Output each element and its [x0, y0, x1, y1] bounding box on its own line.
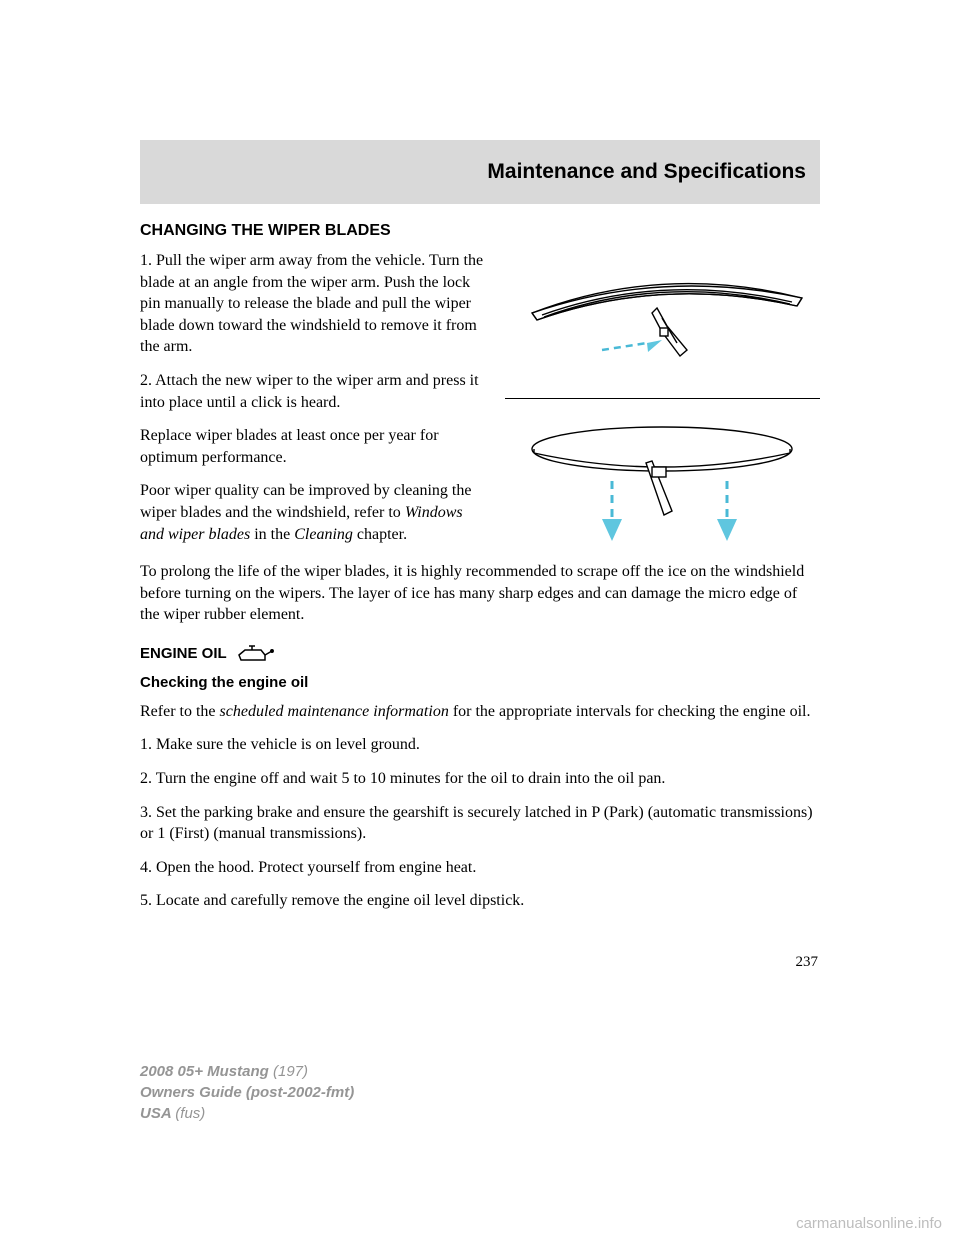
footer-block: 2008 05+ Mustang (197) Owners Guide (pos…	[140, 1061, 354, 1124]
oil-step-5: 5. Locate and carefully remove the engin…	[140, 890, 820, 912]
footer-line-3: USA (fus)	[140, 1103, 354, 1124]
oil-can-icon	[235, 644, 275, 664]
section-header-bar: Maintenance and Specifications	[140, 140, 820, 204]
section-header-title: Maintenance and Specifications	[487, 160, 806, 184]
checking-oil-subheading: Checking the engine oil	[140, 674, 820, 691]
footer-line-1: 2008 05+ Mustang (197)	[140, 1061, 354, 1082]
wiper-text-column: 1. Pull the wiper arm away from the vehi…	[140, 250, 489, 561]
oil-step-4: 4. Open the hood. Protect yourself from …	[140, 857, 820, 879]
wiper-p4b: in the	[250, 526, 294, 543]
wiper-p4-italic2: Cleaning	[294, 526, 353, 543]
wiper-heading: CHANGING THE WIPER BLADES	[140, 222, 820, 240]
wiper-note-replace: Replace wiper blades at least once per y…	[140, 425, 489, 468]
wiper-ice-note: To prolong the life of the wiper blades,…	[140, 561, 820, 626]
page-container: Maintenance and Specifications CHANGING …	[0, 0, 960, 971]
wiper-step-1: 1. Pull the wiper arm away from the vehi…	[140, 250, 489, 358]
wiper-note-quality: Poor wiper quality can be improved by cl…	[140, 480, 489, 545]
footer-line-2: Owners Guide (post-2002-fmt)	[140, 1082, 354, 1103]
wiper-diagram-top	[512, 258, 812, 388]
oil-p1b: for the appropriate intervals for checki…	[449, 703, 811, 720]
oil-p1-italic: scheduled maintenance information	[220, 703, 449, 720]
oil-step-2: 2. Turn the engine off and wait 5 to 10 …	[140, 768, 820, 790]
wiper-p4c: chapter.	[353, 526, 407, 543]
wiper-diagram-bottom	[512, 411, 812, 561]
oil-intro: Refer to the scheduled maintenance infor…	[140, 701, 820, 723]
footer-model: 2008 05+ Mustang	[140, 1063, 273, 1080]
footer-model-code: (197)	[273, 1063, 308, 1080]
page-number: 237	[140, 954, 820, 971]
diagram-divider	[505, 398, 820, 399]
engine-oil-heading: ENGINE OIL	[140, 644, 820, 664]
footer-region-code: (fus)	[175, 1105, 205, 1122]
engine-oil-heading-text: ENGINE OIL	[140, 645, 227, 662]
oil-step-3: 3. Set the parking brake and ensure the …	[140, 802, 820, 845]
oil-step-1: 1. Make sure the vehicle is on level gro…	[140, 734, 820, 756]
wiper-columns: 1. Pull the wiper arm away from the vehi…	[140, 250, 820, 561]
wiper-step-2: 2. Attach the new wiper to the wiper arm…	[140, 370, 489, 413]
watermark: carmanualsonline.info	[796, 1215, 942, 1232]
wiper-diagram-column	[505, 250, 820, 561]
oil-p1a: Refer to the	[140, 703, 220, 720]
footer-region: USA	[140, 1105, 175, 1122]
